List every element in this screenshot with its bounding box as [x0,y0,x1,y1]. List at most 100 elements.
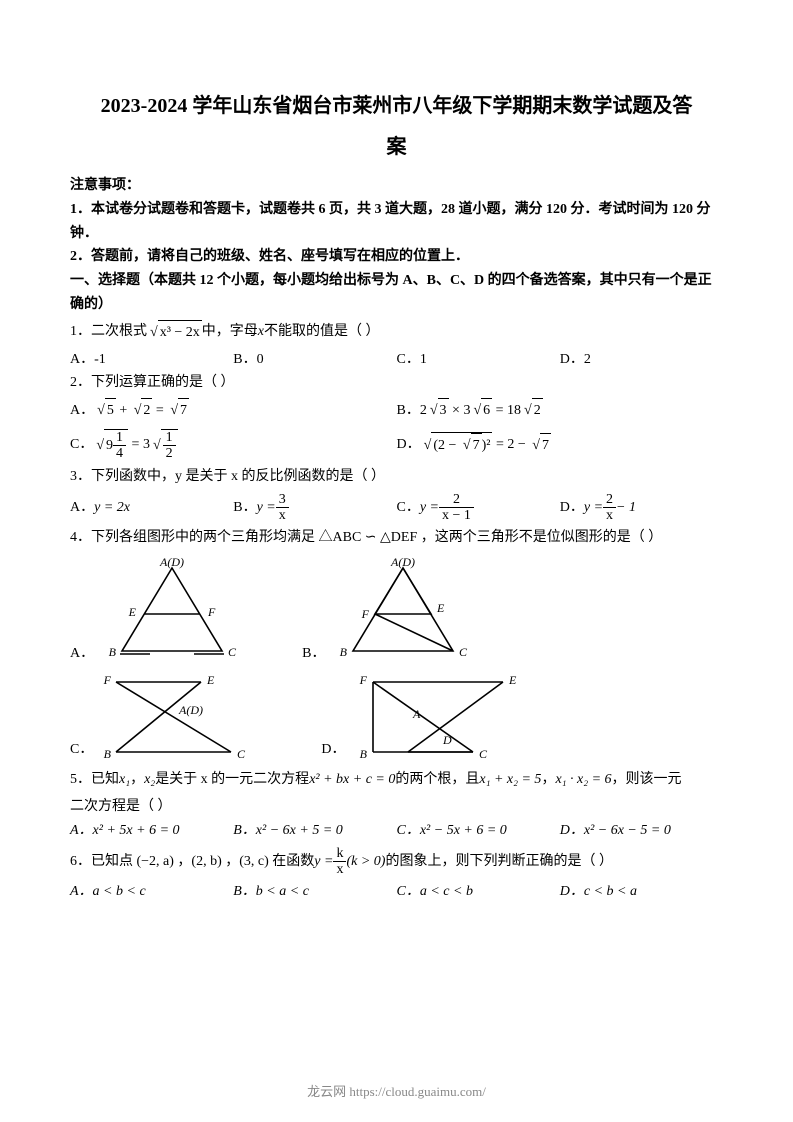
svg-text:D: D [442,733,452,747]
svg-text:C: C [237,747,246,761]
svg-text:E: E [128,605,137,619]
q3-opt-c: C． y = 2x − 1 [397,492,560,524]
plus-icon: + [116,399,131,423]
q5-x1: x₁ [119,768,130,792]
q3-opt-a: A． y = 2x [70,492,233,524]
page-content: 2023-2024 学年山东省烟台市莱州市八年级下学期期末数学试题及答 案 注意… [0,0,793,944]
q6-frac: kx [333,846,346,878]
q4-fig-d: D． F E A D B C [321,672,523,762]
q2-a-rad1: 5 [94,398,116,423]
q5-mid2: 的两个根，且 [395,768,479,792]
q5-sep: ， [541,768,555,792]
section-1-header: 一、选择题（本题共 12 个小题，每小题均给出标号为 A、B、C、D 的四个备选… [70,269,723,317]
q3-stem: 3．下列函数中，y 是关于 x 的反比例函数的是（ ） [70,465,723,489]
q1-mid: 中，字母 [202,320,258,344]
q2-b-rad2: 6 [470,398,492,423]
q2-opt-c: C． 914 = 3 12 [70,429,397,462]
q2-b-rad1: 3 [427,398,449,423]
q1-radicand: x³ − 2x [158,320,202,345]
notice-1: 1．本试卷分试题卷和答题卡，试题卷共 6 页，共 3 道大题，28 道小题，满分… [70,198,723,246]
q4-figrow-1: A． A(D) E F B C B． [70,556,723,666]
q1-opt-d: D．2 [560,348,723,372]
q5-opt-d: D．x² − 6x − 5 = 0 [560,819,723,843]
svg-text:C: C [228,645,237,659]
q3-options: A． y = 2x B． y = 3x C． y = 2x − 1 D． y =… [70,489,723,527]
q5-stem-line1: 5．已知 x₁ ， x₂ 是关于 x 的一元二次方程 x² + bx + c =… [70,768,723,792]
triangle-a-icon: A(D) E F B C [102,556,242,666]
q6-paren: (k > 0) [346,850,385,874]
q1-options: A．-1 B．0 C．1 D．2 [70,348,723,372]
page-footer: 龙云网 https://cloud.guaimu.com/ [0,1081,793,1100]
q2-opt-a: A． 5 + 2 = 7 [70,398,397,423]
q5-eq3: x₁ · x₂ = 6 [555,768,611,792]
q6-suffix: 的图象上，则下列判断正确的是（ ） [385,850,613,874]
q4-fig-a: A． A(D) E F B C [70,556,242,666]
q5-opt-b: B．x² − 6x + 5 = 0 [233,819,396,843]
q3-opt-d: D． y = 2x − 1 [560,492,723,524]
svg-text:A(D): A(D) [178,703,203,717]
notice-header: 注意事项： [70,174,723,198]
q2-b-label: B． [397,399,420,423]
svg-text:E: E [508,673,517,687]
q2-b-rad3: 2 [521,398,543,423]
q1-suffix: 不能取的值是（ ） [264,320,380,344]
q3-opt-b: B． y = 3x [233,492,396,524]
q5-mid1: 是关于 x 的一元二次方程 [155,768,309,792]
q4-a-label: A． [70,642,94,666]
q5-opt-a: A．x² + 5x + 6 = 0 [70,819,233,843]
triangle-c-icon: F E A(D) B C [101,672,261,762]
q5-eq1: x² + bx + c = 0 [309,768,395,792]
q2-options-row1: A． 5 + 2 = 7 B． 2 3 × 3 6 = 18 2 [70,395,723,426]
q2-opt-b: B． 2 3 × 3 6 = 18 2 [397,398,724,423]
q4-c-label: C． [70,738,93,762]
equals-icon: = [492,433,507,457]
q4-b-label: B． [302,642,325,666]
main-title-line2: 案 [70,130,723,164]
svg-text:B: B [109,645,117,659]
q1-stem: 1．二次根式 x³ − 2x 中，字母 x 不能取的值是（ ） [70,320,723,345]
q4-d-label: D． [321,738,345,762]
q6-opt-c: C．a < c < b [397,880,560,904]
q1-opt-b: B．0 [233,348,396,372]
svg-text:F: F [103,673,112,687]
q4-fig-c: C． F E A(D) B C [70,672,261,762]
svg-text:C: C [479,747,488,761]
q2-d-label: D． [397,433,421,457]
q2-d-rhs-a: 2 [507,433,514,457]
triangle-d-icon: F E A D B C [353,672,523,762]
q4-figrow-2: C． F E A(D) B C D． [70,672,723,762]
q6-opt-d: D．c < b < a [560,880,723,904]
q2-stem: 2．下列运算正确的是（ ） [70,371,723,395]
svg-text:A(D): A(D) [390,556,415,569]
q5-mid3: ，则该一元 [612,768,682,792]
q2-b-rhs-coef: 18 [507,399,521,423]
q2-c-rhs-coef: 3 [143,433,150,457]
q3-a-label: A． [70,496,94,520]
equals-icon: = [128,433,143,457]
q5-eq2: x₁ + x₂ = 5 [479,768,541,792]
q6-options: A．a < b < c B．b < a < c C．a < c < b D．c … [70,880,723,904]
minus-icon: − [514,433,529,457]
q5-x2: x₂ [144,768,155,792]
q2-c-rad1: 914 [93,429,128,462]
svg-text:E: E [436,601,445,615]
q1-opt-a: A．-1 [70,348,233,372]
svg-text:A(D): A(D) [159,556,184,569]
q3-a-expr: y = 2x [94,496,130,520]
main-title-line1: 2023-2024 学年山东省烟台市莱州市八年级下学期期末数学试题及答 [70,90,723,122]
svg-text:B: B [104,747,112,761]
q5-prefix: 5．已知 [70,768,119,792]
q2-c-rad2: 12 [150,429,178,462]
q2-a-rad3: 7 [167,398,189,423]
times-icon: × [449,399,464,423]
svg-text:C: C [459,645,468,659]
q6-opt-a: A．a < b < c [70,880,233,904]
q3-d-label: D． [560,496,584,520]
equals-icon: = [492,399,507,423]
notice-2: 2．答题前，请将自己的班级、姓名、座号填写在相应的位置上． [70,245,723,269]
q2-c-label: C． [70,433,93,457]
q6-y-eq: y = [314,850,333,874]
svg-text:F: F [361,607,370,621]
q4-stem: 4．下列各组图形中的两个三角形均满足 △ABC ∽ △DEF ，这两个三角形不是… [70,526,723,550]
q1-opt-c: C．1 [397,348,560,372]
